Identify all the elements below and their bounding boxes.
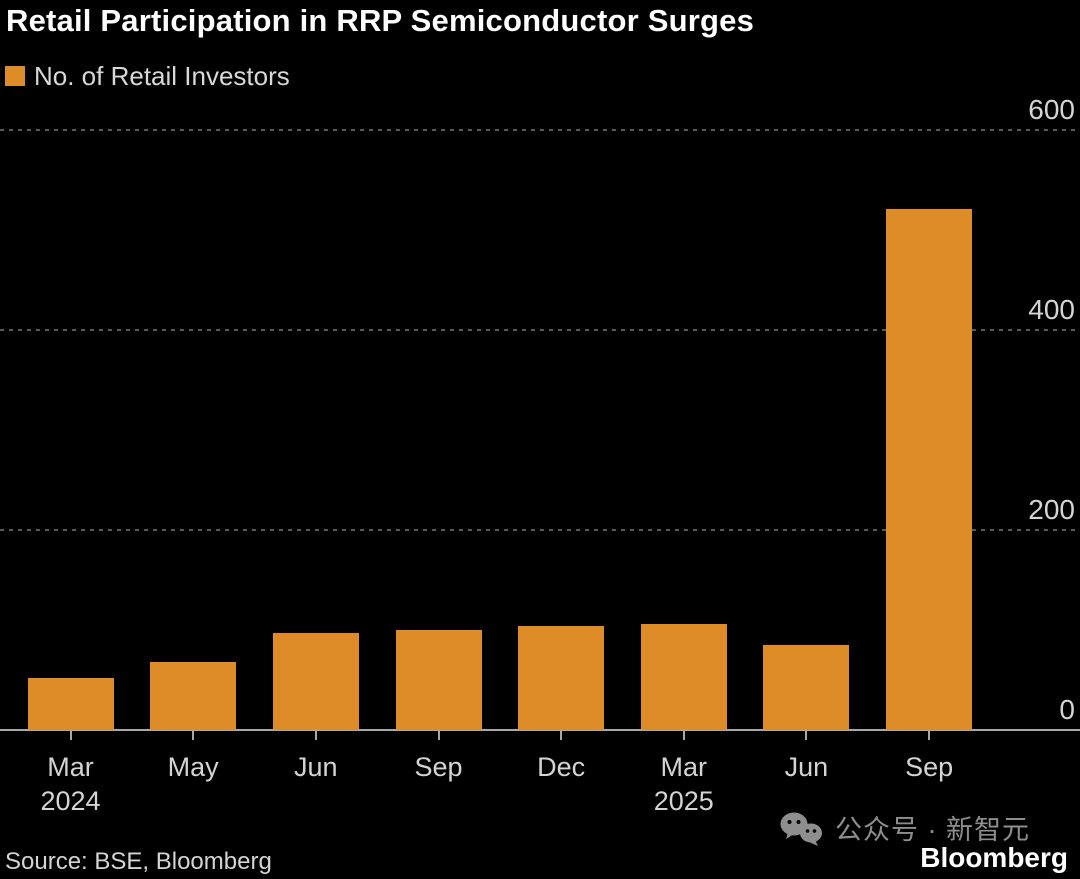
gridline-600 — [0, 129, 1080, 131]
legend-label: No. of Retail Investors — [34, 61, 290, 91]
source-note: Source: BSE, Bloomberg — [5, 848, 272, 875]
y-tick-label-0: 0 — [1059, 694, 1075, 725]
bar-sep-2024 — [395, 630, 482, 730]
x-tick-label-jun-2025: Jun — [784, 752, 829, 782]
gridline-400 — [0, 329, 1080, 331]
bar-sep-2025 — [886, 209, 973, 730]
x-tick-mark-jun-2025 — [805, 731, 808, 740]
x-tick-label-mar-2024: Mar 2024 — [40, 752, 101, 816]
x-tick-label-dec-2024: Dec — [537, 752, 586, 782]
watermark-text: 公众号 · 新智元 — [835, 815, 1030, 845]
x-tick-label-may-2024: May — [167, 752, 219, 782]
bar-dec-2024 — [518, 626, 605, 730]
x-tick-label-sep-2025: Sep — [905, 752, 954, 782]
y-tick-label-400: 400 — [1028, 294, 1075, 325]
gridline-200 — [0, 529, 1080, 531]
x-tick-mark-may-2024 — [192, 731, 195, 740]
x-tick-mark-sep-2024 — [437, 731, 440, 740]
watermark: 公众号 · 新智元 — [780, 812, 1030, 848]
bar-mar-2024 — [27, 678, 114, 730]
legend-swatch — [5, 66, 25, 86]
bar-may-2024 — [150, 662, 237, 730]
chart-title: Retail Participation in RRP Semiconducto… — [6, 3, 755, 38]
bar-jun-2024 — [272, 633, 359, 730]
x-tick-mark-sep-2025 — [928, 731, 931, 740]
x-tick-mark-mar-2024 — [69, 731, 72, 740]
bar-mar-2025 — [640, 624, 727, 730]
wechat-icon — [780, 812, 822, 846]
bloomberg-logo: Bloomberg — [920, 842, 1068, 873]
x-tick-mark-dec-2024 — [560, 731, 563, 740]
x-tick-label-mar-2025: Mar 2025 — [653, 752, 714, 816]
x-tick-mark-mar-2025 — [682, 731, 685, 740]
bar-jun-2025 — [763, 645, 850, 730]
x-tick-label-jun-2024: Jun — [294, 752, 338, 782]
y-tick-label-200: 200 — [1028, 494, 1075, 525]
x-tick-label-sep-2024: Sep — [414, 752, 463, 782]
x-axis-baseline — [0, 729, 1080, 731]
legend: No. of Retail Investors — [5, 63, 290, 89]
x-tick-mark-jun-2024 — [314, 731, 317, 740]
y-tick-label-600: 600 — [1028, 94, 1075, 125]
